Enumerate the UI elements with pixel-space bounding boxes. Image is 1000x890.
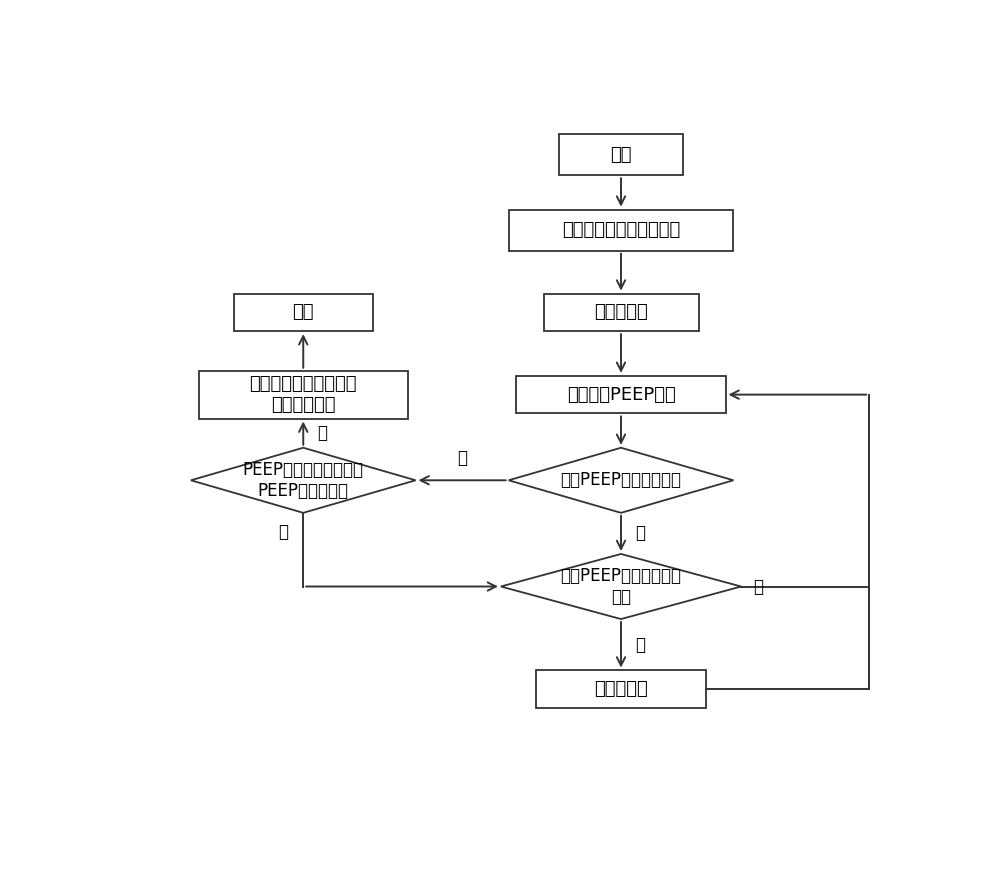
Text: 是: 是 xyxy=(635,635,645,654)
Text: 判断PEEP压力是否正常: 判断PEEP压力是否正常 xyxy=(560,472,682,490)
FancyBboxPatch shape xyxy=(509,209,733,251)
Text: PEEP压力是否大于预设
PEEP压力安全值: PEEP压力是否大于预设 PEEP压力安全值 xyxy=(243,461,364,499)
Text: 打开比例阀: 打开比例阀 xyxy=(594,303,648,321)
Text: 判断PEEP压力是否需要
调节: 判断PEEP压力是否需要 调节 xyxy=(560,567,682,606)
Text: 否: 否 xyxy=(278,523,288,541)
Text: 获取当前PEEP压力: 获取当前PEEP压力 xyxy=(567,385,675,404)
Text: 否: 否 xyxy=(753,578,763,595)
FancyBboxPatch shape xyxy=(559,134,683,175)
FancyBboxPatch shape xyxy=(544,294,698,331)
FancyBboxPatch shape xyxy=(536,670,706,708)
Text: 调整比例阀: 调整比例阀 xyxy=(594,680,648,699)
Text: 结束: 结束 xyxy=(292,303,314,321)
Text: 否: 否 xyxy=(457,449,467,466)
FancyBboxPatch shape xyxy=(516,376,726,414)
Polygon shape xyxy=(191,448,416,513)
Text: 是: 是 xyxy=(317,425,327,442)
Text: 是: 是 xyxy=(635,524,645,542)
FancyBboxPatch shape xyxy=(199,370,408,418)
FancyBboxPatch shape xyxy=(234,294,373,331)
Text: 打开电磁阀，关闭排气阀: 打开电磁阀，关闭排气阀 xyxy=(562,221,680,239)
Polygon shape xyxy=(509,448,733,513)
Text: 关闭电磁阀，打开排气
阀，提供报警: 关闭电磁阀，打开排气 阀，提供报警 xyxy=(250,376,357,414)
Polygon shape xyxy=(501,554,741,619)
Text: 开始: 开始 xyxy=(610,146,632,164)
